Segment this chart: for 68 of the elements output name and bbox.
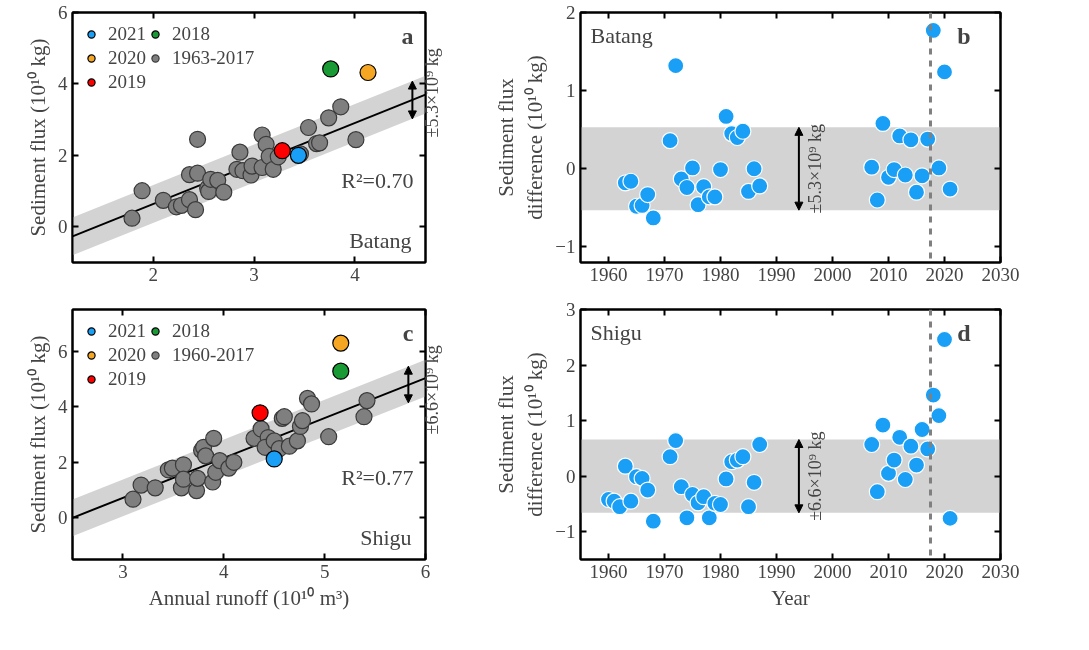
x-axis-title: Year (771, 585, 810, 610)
x-tick-label: 2030 (981, 560, 1020, 582)
x-tick-label: 1980 (701, 263, 740, 285)
x-tick-label: 1970 (645, 263, 684, 285)
x-tick-label: 6 (420, 560, 431, 582)
x-tick-label: 4 (350, 263, 361, 285)
y-tick-label: 1 (566, 80, 576, 102)
annotation: Batang (349, 227, 412, 253)
x-tick-label: 3 (249, 263, 259, 285)
y-tick-label: 6 (58, 2, 68, 23)
annotation: ±6.6×10⁹ kg (804, 431, 825, 521)
y-tick-label: 2 (58, 451, 68, 473)
y-axis-title: Sediment flux (10¹⁰ kg) (26, 38, 50, 237)
legend-label: 2020 (108, 46, 146, 70)
x-tick-label: 2020 (925, 263, 964, 285)
y-tick-label: 0 (58, 216, 68, 238)
annotation: d (957, 319, 972, 346)
annotation: ±5.3×10⁹ kg (804, 124, 825, 214)
x-tick-label: 4 (219, 560, 230, 582)
y-tick-label: 3 (566, 299, 576, 320)
annotation: c (402, 319, 414, 346)
y-axis-title: Sediment flux difference (10¹⁰ kg) (494, 352, 548, 517)
x-tick-label: 1990 (757, 560, 796, 582)
x-tick-label: 2010 (869, 560, 908, 582)
y-tick-label: 0 (566, 158, 576, 180)
x-tick-label: 2000 (813, 263, 852, 285)
y-tick-label: 2 (566, 354, 576, 376)
y-tick-label: −1 (555, 236, 576, 258)
x-tick-label: 1960 (589, 263, 628, 285)
annotation: b (957, 22, 971, 49)
legend-label: 2019 (108, 70, 146, 94)
y-tick-label: 2 (58, 144, 68, 166)
y-tick-label: 4 (58, 73, 68, 95)
annotation: R²=0.77 (341, 464, 414, 490)
y-tick-label: 4 (58, 396, 68, 418)
x-tick-label: 5 (319, 560, 330, 582)
annotation: Shigu (360, 524, 412, 550)
y-tick-label: 0 (58, 507, 68, 529)
legend-label: 2019 (108, 367, 146, 391)
annotation: R²=0.70 (341, 167, 414, 193)
legend-label: 2018 (172, 22, 210, 46)
legend-label: 2018 (172, 319, 210, 343)
x-axis-title: Annual runoff (10¹⁰ m³) (148, 585, 350, 610)
x-tick-label: 1970 (645, 560, 684, 582)
legend-label: 1963-2017 (172, 46, 255, 70)
annotation: a (401, 22, 414, 49)
legend-label: 2021 (108, 319, 146, 343)
y-tick-label: 1 (566, 410, 576, 432)
x-tick-label: 2000 (813, 560, 852, 582)
x-tick-label: 2030 (981, 263, 1020, 285)
x-tick-label: 1980 (701, 560, 740, 582)
y-axis-title: Sediment flux (10¹⁰ kg) (26, 335, 50, 534)
legend-label: 2021 (108, 22, 146, 46)
y-tick-label: 0 (566, 465, 576, 487)
legend-label: 1960-2017 (172, 343, 255, 367)
annotation: Shigu (590, 319, 642, 345)
annotation: Batang (590, 22, 653, 48)
y-tick-label: 6 (58, 340, 68, 362)
x-tick-label: 2020 (925, 560, 964, 582)
y-tick-label: 2 (566, 2, 576, 23)
legend-label: 2020 (108, 343, 146, 367)
x-tick-label: 1960 (589, 560, 628, 582)
y-tick-label: −1 (555, 521, 576, 543)
y-axis-title: Sediment flux difference (10¹⁰ kg) (494, 55, 548, 220)
x-tick-label: 3 (118, 560, 128, 582)
x-tick-label: 2 (148, 263, 158, 285)
x-tick-label: 1990 (757, 263, 796, 285)
x-tick-label: 2010 (869, 263, 908, 285)
